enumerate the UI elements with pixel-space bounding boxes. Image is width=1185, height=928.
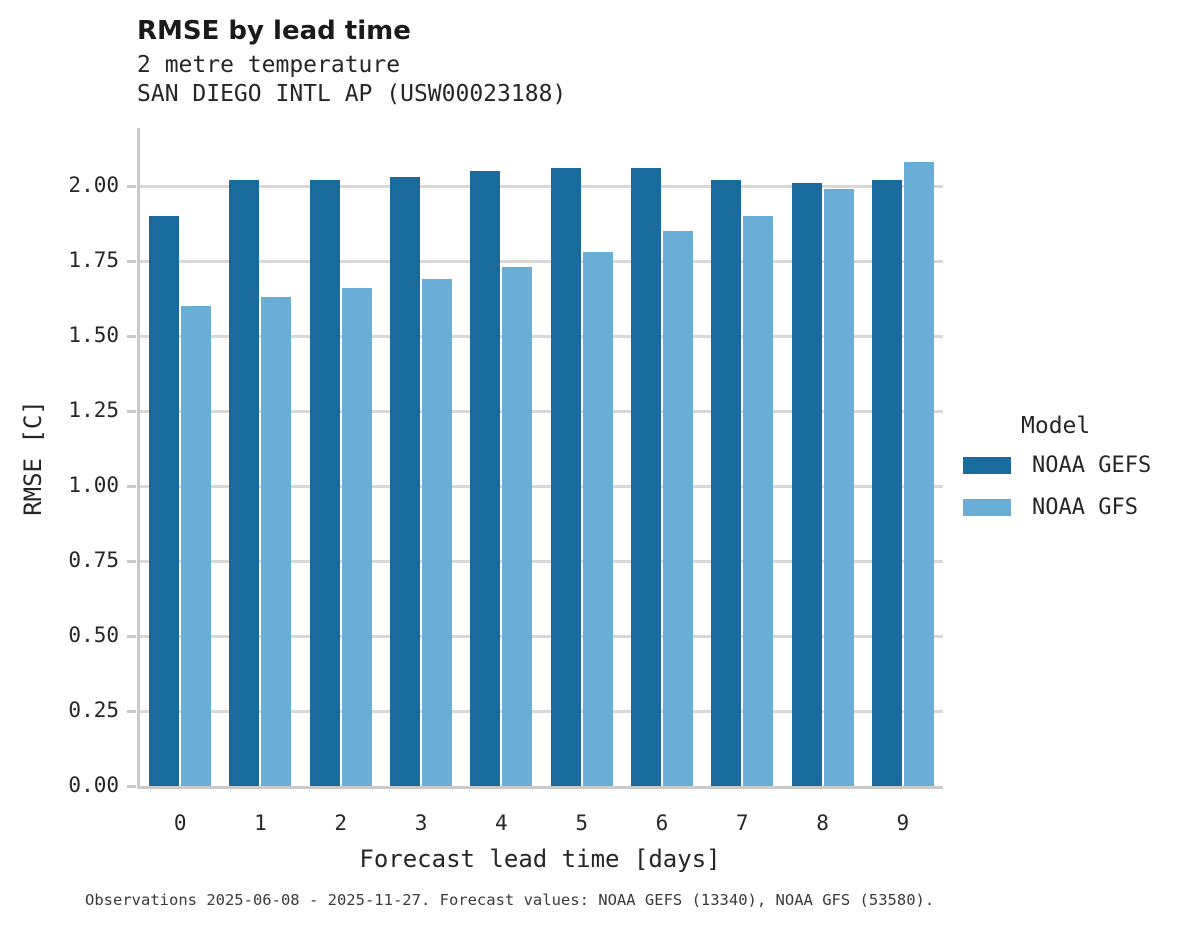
y-tick-label-0.00: 0.00 (68, 773, 119, 797)
caption: Observations 2025-06-08 - 2025-11-27. Fo… (85, 891, 935, 909)
legend-swatch-noaa-gefs (963, 457, 1011, 474)
bar-noaa-gfs-day-5 (582, 251, 613, 786)
bar-noaa-gefs-day-9 (871, 179, 902, 786)
bar-noaa-gefs-day-6 (630, 167, 661, 786)
bar-noaa-gefs-day-0 (149, 215, 180, 786)
bar-noaa-gefs-day-3 (390, 176, 421, 786)
legend-item-noaa-gfs: NOAA GFS (963, 495, 1178, 520)
y-tick-label-1.75: 1.75 (68, 247, 119, 272)
y-tick-label-2.00: 2.00 (68, 172, 119, 197)
y-tick-mark (127, 184, 136, 188)
y-tick-mark (127, 634, 136, 638)
legend-title: Model (1021, 413, 1091, 439)
y-tick-mark (127, 334, 136, 338)
gridline-y-0.25 (140, 709, 943, 713)
gridline-y-1.00 (140, 484, 943, 488)
y-tick-mark (127, 484, 136, 488)
bar-noaa-gfs-day-4 (502, 266, 533, 786)
y-tick-label-1.50: 1.50 (68, 322, 119, 347)
bar-noaa-gefs-day-4 (470, 170, 501, 786)
gridline-y-0.50 (140, 634, 943, 638)
gridline-y-1.50 (140, 334, 943, 338)
plot-area (137, 128, 943, 789)
x-tick-label-2: 2 (334, 811, 348, 835)
bar-noaa-gefs-day-7 (711, 179, 742, 786)
y-tick-label-0.75: 0.75 (68, 547, 119, 572)
bar-noaa-gfs-day-9 (903, 161, 934, 786)
bar-noaa-gefs-day-5 (550, 167, 581, 786)
x-tick-label-8: 8 (816, 811, 829, 835)
y-tick-mark (127, 259, 136, 263)
x-tick-label-5: 5 (575, 811, 588, 835)
y-tick-label-0.50: 0.50 (68, 622, 119, 647)
x-tick-label-3: 3 (414, 811, 428, 835)
y-tick-label-1.00: 1.00 (68, 472, 119, 497)
gridline-y-0.75 (140, 559, 943, 563)
legend-item-noaa-gefs: NOAA GEFS (963, 453, 1178, 478)
bar-noaa-gfs-day-8 (823, 188, 854, 786)
gridline-y-1.25 (140, 409, 943, 413)
bar-noaa-gfs-day-1 (261, 296, 292, 786)
chart-subtitle-variable: 2 metre temperature (137, 52, 401, 78)
y-tick-label-1.25: 1.25 (68, 397, 119, 422)
bar-noaa-gefs-day-1 (229, 179, 260, 786)
bar-noaa-gfs-day-3 (422, 278, 453, 786)
x-tick-label-9: 9 (896, 811, 910, 835)
bar-noaa-gfs-day-0 (181, 305, 212, 786)
y-tick-mark (127, 409, 136, 413)
legend-label-noaa-gfs: NOAA GFS (1032, 495, 1138, 520)
legend-label-noaa-gefs: NOAA GEFS (1032, 453, 1152, 478)
bar-noaa-gfs-day-6 (662, 230, 693, 786)
bar-noaa-gefs-day-8 (791, 182, 822, 786)
y-tick-mark (127, 709, 136, 713)
bar-noaa-gefs-day-2 (309, 179, 340, 786)
y-tick-mark (127, 785, 136, 788)
bar-noaa-gfs-day-7 (743, 215, 774, 786)
chart-subtitle-station: SAN DIEGO INTL AP (USW00023188) (137, 81, 567, 107)
y-tick-label-0.25: 0.25 (68, 697, 119, 722)
chart-title: RMSE by lead time (137, 16, 411, 46)
gridline-y-1.75 (140, 259, 943, 263)
x-tick-label-1: 1 (254, 811, 267, 835)
x-tick-label-6: 6 (655, 811, 669, 835)
x-tick-label-4: 4 (495, 811, 508, 835)
y-tick-mark (127, 559, 136, 563)
x-axis-title: Forecast lead time [days] (359, 845, 721, 873)
legend-swatch-noaa-gfs (963, 499, 1011, 516)
gridline-y-2.00 (140, 184, 943, 188)
x-tick-label-0: 0 (173, 811, 187, 835)
x-tick-label-7: 7 (735, 811, 749, 835)
bar-noaa-gfs-day-2 (341, 287, 372, 786)
legend: Model NOAA GEFS NOAA GFS (963, 413, 1178, 537)
